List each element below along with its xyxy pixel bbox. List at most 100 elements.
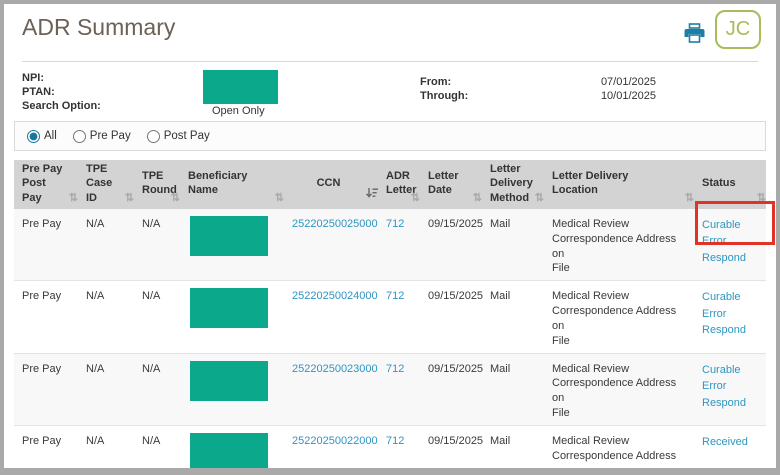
column-header-adr-letter[interactable]: ADR Letter ⇅ [378, 160, 420, 209]
cell-letter-delivery-location: Medical Review Correspondence Address on… [544, 280, 694, 354]
ccn-link[interactable]: 25220250025000 [292, 217, 378, 230]
from-label: From: [420, 76, 452, 88]
column-label: Status [702, 177, 736, 190]
avatar-initials: JC [725, 18, 751, 40]
column-label: Pre Pay Post Pay [22, 163, 63, 204]
adr-table: Pre Pay Post Pay ⇅ TPE Case ID ⇅ TPE Round ⇅ B… [14, 160, 766, 468]
search-option-label: Search Option: [22, 100, 101, 112]
ccn-link[interactable]: 25220250023000 [292, 362, 378, 375]
radio-all-label: All [44, 130, 57, 142]
cell-beneficiary-name [180, 425, 284, 468]
cell-tpe-case-id: N/A [78, 208, 134, 282]
cell-status: Curable Error Respond [694, 208, 766, 282]
column-label: Letter Delivery Method [490, 163, 533, 204]
cell-tpe-round: N/A [134, 425, 180, 468]
radio-pre-pay[interactable]: Pre Pay [72, 129, 131, 143]
sort-toggle-icon[interactable]: ⇅ [410, 191, 420, 204]
through-label: Through: [420, 90, 469, 102]
column-header-letter-delivery-method[interactable]: Letter Delivery Method ⇅ [482, 160, 544, 209]
column-header-tpe-round[interactable]: TPE Round ⇅ [134, 160, 180, 209]
sort-toggle-icon[interactable]: ⇅ [68, 191, 78, 204]
cell-pre-pay-post-pay: Pre Pay [14, 353, 78, 427]
column-label: CCN [316, 177, 341, 190]
column-header-letter-delivery-location[interactable]: Letter Delivery Location ⇅ [544, 160, 694, 209]
printer-icon [684, 22, 705, 46]
column-header-pre-pay-post-pay[interactable]: Pre Pay Post Pay ⇅ [14, 160, 78, 209]
adr-letter-link[interactable]: 712 [386, 435, 405, 448]
cell-letter-date: 09/15/2025 [420, 425, 483, 468]
cell-letter-delivery-location: Medical Review Correspondence Address on… [544, 425, 694, 468]
column-header-status[interactable]: Status ⇅ [694, 160, 766, 209]
sort-toggle-icon[interactable]: ⇅ [170, 191, 180, 204]
cell-letter-date: 09/15/2025 [420, 353, 483, 427]
ptan-label: PTAN: [22, 86, 55, 98]
radio-post-pay[interactable]: Post Pay [146, 129, 210, 143]
status-link-curable-error[interactable]: Curable Error [702, 218, 741, 248]
cell-tpe-round: N/A [134, 208, 180, 282]
cell-ccn: 25220250025000 [284, 208, 378, 282]
sort-toggle-icon[interactable]: ⇅ [756, 191, 766, 204]
adr-letter-link[interactable]: 712 [386, 290, 405, 303]
cell-letter-delivery-method: Mail [482, 353, 544, 427]
cell-pre-pay-post-pay: Pre Pay [14, 280, 78, 354]
cell-adr-letter: 712 [378, 208, 420, 282]
cell-ccn: 25220250023000 [284, 353, 378, 427]
cell-status: Curable Error Respond [694, 353, 766, 427]
cell-tpe-case-id: N/A [78, 425, 134, 468]
sort-toggle-icon[interactable]: ⇅ [534, 191, 544, 204]
print-button[interactable] [682, 22, 706, 46]
user-avatar-badge[interactable]: JC [715, 10, 761, 49]
table-row: Pre Pay N/A N/A 25220250025000 712 09/15/2025… [14, 208, 766, 282]
sort-descending-icon[interactable] [365, 187, 378, 202]
column-label: Letter Date [428, 170, 459, 197]
status-link-respond[interactable]: Respond [702, 396, 747, 409]
column-header-tpe-case-id[interactable]: TPE Case ID ⇅ [78, 160, 134, 209]
table-body: Pre Pay N/A N/A 25220250025000 712 09/15/2025… [14, 208, 766, 468]
column-label: ADR Letter [386, 170, 417, 197]
radio-pre-pay-label: Pre Pay [89, 130, 131, 142]
adr-table-container: Pre Pay Post Pay ⇅ TPE Case ID ⇅ TPE Round ⇅ B… [14, 160, 766, 468]
radio-pre-pay-input[interactable] [72, 129, 86, 143]
status-link-received[interactable]: Received [702, 436, 748, 449]
beneficiary-redaction-box [190, 360, 268, 401]
column-header-ccn[interactable]: CCN [284, 160, 378, 209]
cell-tpe-round: N/A [134, 353, 180, 427]
cell-ccn: 25220250024000 [284, 280, 378, 354]
sort-toggle-icon[interactable]: ⇅ [472, 191, 482, 204]
title-divider [22, 61, 758, 62]
table-header-row: Pre Pay Post Pay ⇅ TPE Case ID ⇅ TPE Round ⇅ B… [14, 160, 766, 209]
cell-pre-pay-post-pay: Pre Pay [14, 425, 78, 468]
beneficiary-redaction-box [190, 288, 268, 329]
cell-letter-delivery-location: Medical Review Correspondence Address on… [544, 353, 694, 427]
sort-toggle-icon[interactable]: ⇅ [684, 191, 694, 204]
cell-pre-pay-post-pay: Pre Pay [14, 208, 78, 282]
beneficiary-redaction-box [190, 433, 268, 468]
ccn-link[interactable]: 25220250024000 [292, 290, 378, 303]
radio-all-input[interactable] [27, 129, 40, 143]
status-link-respond[interactable]: Respond [702, 251, 747, 264]
cell-letter-delivery-method: Mail [482, 425, 544, 468]
column-header-letter-date[interactable]: Letter Date ⇅ [420, 160, 482, 209]
ccn-link[interactable]: 25220250022000 [292, 435, 378, 448]
sort-toggle-icon[interactable]: ⇅ [274, 191, 284, 204]
column-header-beneficiary-name[interactable]: Beneficiary Name ⇅ [180, 160, 284, 209]
adr-letter-link[interactable]: 712 [386, 217, 405, 230]
cell-beneficiary-name [180, 208, 284, 282]
cell-tpe-round: N/A [134, 280, 180, 354]
status-link-curable-error[interactable]: Curable Error [702, 363, 741, 393]
radio-post-pay-label: Post Pay [163, 130, 210, 142]
radio-all[interactable]: All [27, 129, 57, 143]
page-title: ADR Summary [22, 14, 176, 40]
cell-tpe-case-id: N/A [78, 280, 134, 354]
cell-letter-delivery-method: Mail [482, 280, 544, 354]
status-link-curable-error[interactable]: Curable Error [702, 291, 741, 320]
radio-post-pay-input[interactable] [146, 129, 160, 143]
from-value: 07/01/2025 [600, 76, 656, 88]
status-link-respond[interactable]: Respond [702, 324, 747, 337]
cell-status: Received [694, 425, 766, 468]
table-row: Pre Pay N/A N/A 25220250022000 712 09/15/2025… [14, 425, 766, 468]
adr-letter-link[interactable]: 712 [386, 362, 405, 375]
npi-ptan-redaction-box [203, 70, 278, 104]
sort-toggle-icon[interactable]: ⇅ [124, 191, 134, 204]
